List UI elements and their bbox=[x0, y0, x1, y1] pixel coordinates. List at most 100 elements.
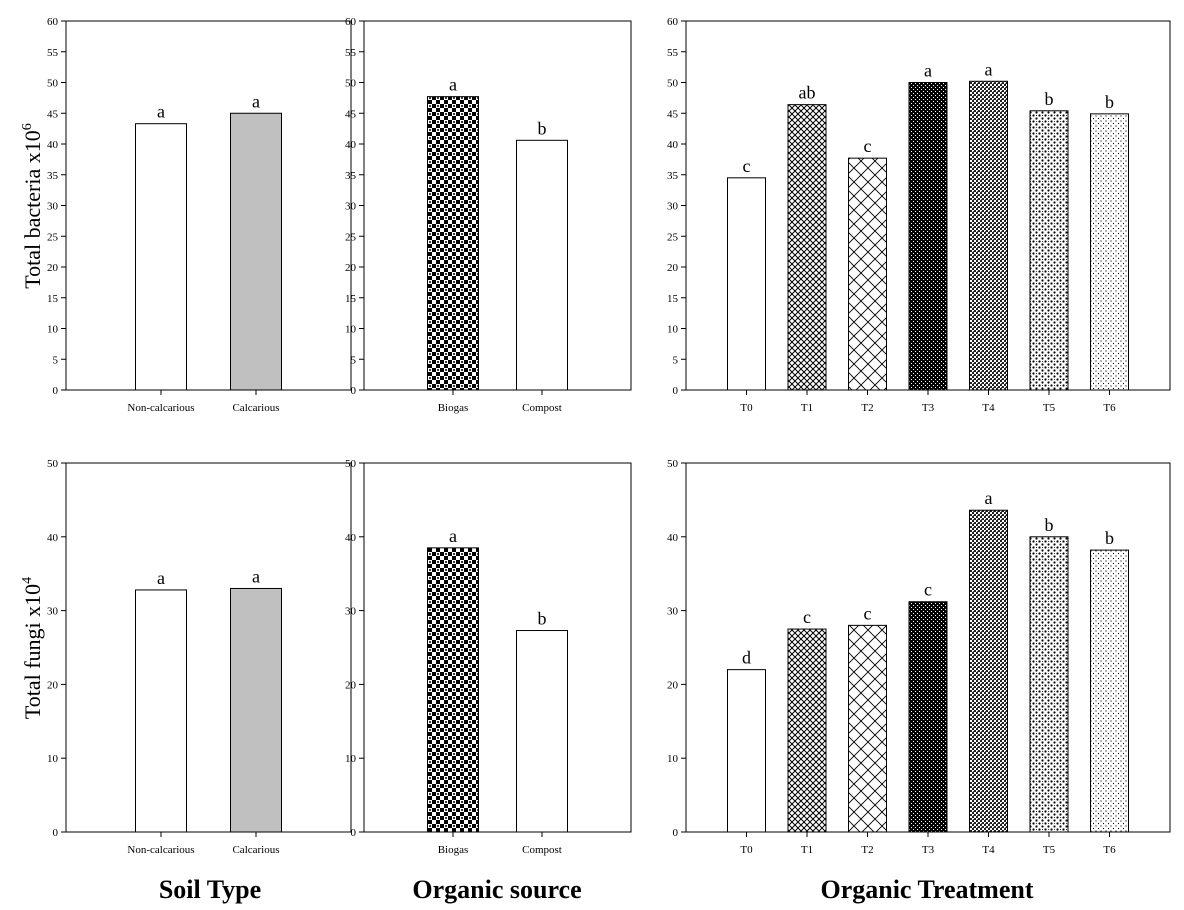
y-tick-label: 40 bbox=[667, 139, 679, 151]
y-tick-label: 10 bbox=[667, 324, 679, 336]
bar-biogas bbox=[427, 96, 479, 391]
y-tick-label: 0 bbox=[53, 827, 59, 839]
bar-biogas bbox=[427, 547, 479, 833]
bar-t6 bbox=[1090, 113, 1129, 391]
significance-label: b bbox=[538, 609, 547, 629]
x-tick-label: Biogas bbox=[438, 402, 469, 414]
significance-label: a bbox=[157, 568, 165, 588]
x-tick-label: T3 bbox=[922, 402, 935, 414]
y-tick-label: 60 bbox=[47, 16, 59, 28]
chart-panel-1: 0 5 10 15 20 25 30 35 40 45 50 55 60 Non-calcarious a C… bbox=[47, 16, 352, 414]
y-tick-label: 35 bbox=[667, 170, 679, 182]
bar-t5 bbox=[1029, 536, 1069, 833]
x-tick-label: Compost bbox=[522, 402, 562, 414]
y-tick-label: 20 bbox=[345, 679, 357, 691]
chart-panel-5: 0 10 20 30 40 50 Biogas a Compost b bbox=[345, 458, 632, 856]
bar-t3 bbox=[908, 601, 948, 833]
y-tick-label: 45 bbox=[345, 108, 357, 120]
y-tick-label: 30 bbox=[47, 606, 59, 618]
y-tick-label: 25 bbox=[667, 231, 679, 243]
y-tick-label: 55 bbox=[345, 47, 357, 59]
y-tick-label: 40 bbox=[667, 532, 679, 544]
chart-panel-4: 0 10 20 30 40 50 Non-calcarious a Calcarious a bbox=[47, 458, 352, 856]
bar-t1 bbox=[787, 104, 827, 391]
x-tick-label: Compost bbox=[522, 844, 562, 856]
y-tick-label: 10 bbox=[667, 753, 679, 765]
bar-calcarious bbox=[230, 587, 282, 833]
significance-label: b bbox=[1105, 528, 1114, 548]
significance-label: a bbox=[985, 488, 993, 508]
y-tick-label: 40 bbox=[345, 532, 357, 544]
bar-t0 bbox=[727, 669, 766, 833]
chart-panel-6: 0 10 20 30 40 50 T0 d T1 c T2 c T3 c T4 a T5 b T6 b bbox=[667, 458, 1171, 856]
y-tick-label: 30 bbox=[667, 201, 679, 213]
significance-label: c bbox=[924, 580, 932, 600]
y-tick-label: 30 bbox=[47, 201, 59, 213]
y-tick-label: 30 bbox=[345, 201, 357, 213]
y-tick-label: 25 bbox=[345, 231, 357, 243]
x-tick-label: T4 bbox=[982, 844, 995, 856]
y-tick-label: 40 bbox=[47, 139, 59, 151]
x-tick-label: Calcarious bbox=[232, 402, 279, 414]
significance-label: c bbox=[864, 136, 872, 156]
y-tick-label: 60 bbox=[667, 16, 679, 28]
y-tick-label: 10 bbox=[345, 753, 357, 765]
x-tick-label: T1 bbox=[801, 402, 813, 414]
group-title-treatment: Organic Treatment bbox=[820, 875, 1033, 904]
y-tick-label: 5 bbox=[673, 354, 679, 366]
bar-t2 bbox=[848, 157, 887, 391]
significance-label: ab bbox=[799, 83, 816, 103]
x-tick-label: T1 bbox=[801, 844, 813, 856]
y-tick-label: 40 bbox=[345, 139, 357, 151]
y-tick-label: 0 bbox=[351, 385, 357, 397]
y-tick-label: 55 bbox=[667, 47, 679, 59]
y-tick-label: 50 bbox=[47, 458, 59, 470]
y-tick-label: 15 bbox=[667, 293, 679, 305]
y-tick-label: 20 bbox=[667, 262, 679, 274]
x-tick-label: T4 bbox=[982, 402, 995, 414]
x-tick-label: T3 bbox=[922, 844, 935, 856]
x-tick-label: Biogas bbox=[438, 844, 469, 856]
y-tick-label: 15 bbox=[345, 293, 357, 305]
bar-compost bbox=[516, 630, 568, 833]
x-tick-label: T6 bbox=[1103, 402, 1116, 414]
y-tick-label: 50 bbox=[667, 78, 679, 90]
x-tick-label: T0 bbox=[740, 844, 753, 856]
significance-label: a bbox=[252, 566, 260, 586]
y-tick-label: 20 bbox=[345, 262, 357, 274]
y-tick-label: 60 bbox=[345, 16, 357, 28]
bar-t4 bbox=[969, 509, 1008, 833]
significance-label: c bbox=[803, 607, 811, 627]
y-tick-label: 50 bbox=[345, 458, 357, 470]
y-tick-label: 55 bbox=[47, 47, 59, 59]
significance-label: b bbox=[538, 118, 547, 138]
y-tick-label: 0 bbox=[673, 827, 679, 839]
y-tick-label: 5 bbox=[351, 354, 357, 366]
bar-t4 bbox=[969, 80, 1008, 391]
y-tick-label: 0 bbox=[673, 385, 679, 397]
bar-non-calcarious bbox=[135, 589, 187, 833]
x-tick-label: Non-calcarious bbox=[127, 402, 194, 414]
y-tick-label: 50 bbox=[345, 78, 357, 90]
x-tick-label: T5 bbox=[1043, 844, 1056, 856]
x-tick-label: Calcarious bbox=[232, 844, 279, 856]
y-tick-label: 30 bbox=[667, 606, 679, 618]
y-tick-label: 5 bbox=[53, 354, 59, 366]
y-tick-label: 20 bbox=[47, 262, 59, 274]
ylabel-bacteria: Total bacteria x106 bbox=[20, 123, 45, 289]
significance-label: d bbox=[742, 648, 751, 668]
bar-t5 bbox=[1029, 110, 1069, 391]
bar-t1 bbox=[787, 628, 827, 833]
x-tick-label: T2 bbox=[861, 402, 873, 414]
bar-t6 bbox=[1090, 549, 1129, 833]
significance-label: a bbox=[157, 102, 165, 122]
y-tick-label: 50 bbox=[667, 458, 679, 470]
x-tick-label: T2 bbox=[861, 844, 873, 856]
y-tick-label: 10 bbox=[47, 324, 59, 336]
significance-label: b bbox=[1045, 515, 1054, 535]
y-tick-label: 10 bbox=[345, 324, 357, 336]
bar-t3 bbox=[908, 82, 948, 391]
chart-panel-2: 0 5 10 15 20 25 30 35 40 45 50 55 60 Biogas a Compost b bbox=[345, 16, 632, 414]
y-tick-label: 45 bbox=[47, 108, 59, 120]
bar-compost bbox=[516, 139, 568, 391]
